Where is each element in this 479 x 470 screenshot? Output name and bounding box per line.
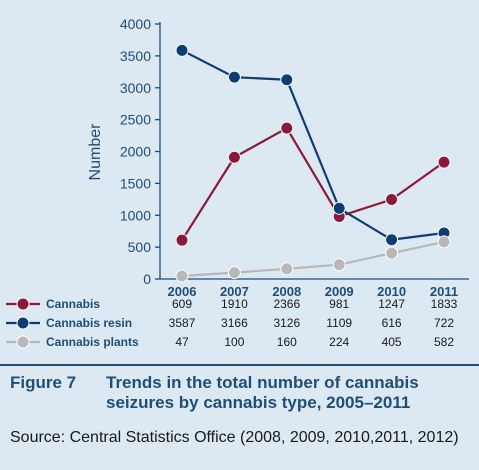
- x-tick-label: 2007: [220, 284, 249, 299]
- chart-panel: 0 500 1000 1500 2000 2500 3000 3500 4000 Number 20…: [0, 0, 479, 364]
- data-point: [385, 233, 399, 247]
- legend-marker: [16, 297, 30, 311]
- data-point: [175, 233, 189, 247]
- data-point: [437, 155, 451, 169]
- data-label: 1109: [326, 316, 352, 330]
- y-axis-title: Number: [87, 123, 104, 181]
- data-label: 616: [382, 316, 402, 330]
- y-tick-label: 3500: [120, 48, 151, 64]
- data-point: [227, 266, 241, 280]
- chart: 0 500 1000 1500 2000 2500 3000 3500 4000 Number 20…: [6, 16, 469, 349]
- data-label: 3587: [169, 316, 196, 330]
- data-point: [280, 262, 294, 276]
- x-tick-label: 2010: [377, 284, 406, 299]
- legend-marker: [16, 316, 30, 330]
- data-point: [227, 150, 241, 164]
- x-tick-label: 2008: [272, 284, 301, 299]
- figure-source: Source: Central Statistics Office (2008,…: [10, 429, 459, 446]
- data-point: [175, 43, 189, 57]
- data-point: [385, 246, 399, 260]
- y-tick-label: 1500: [120, 175, 151, 191]
- y-tick-label: 3000: [120, 80, 151, 96]
- data-label: 1833: [431, 297, 458, 311]
- figure-caption: Figure 7 Trends in the total number of c…: [0, 364, 479, 470]
- data-point: [332, 201, 346, 215]
- x-tick-label: 2009: [325, 284, 354, 299]
- x-tick-label: 2011: [430, 284, 458, 299]
- data-label: 1247: [378, 297, 405, 311]
- data-point: [437, 235, 451, 249]
- legend-marker: [16, 335, 30, 349]
- data-label: 47: [175, 335, 189, 349]
- data-label: 100: [224, 335, 244, 349]
- data-point: [227, 70, 241, 84]
- data-label: 160: [277, 335, 297, 349]
- data-point: [280, 121, 294, 135]
- data-label: 981: [329, 297, 349, 311]
- figure-title: Trends in the total number of cannabis s…: [106, 373, 419, 412]
- legend-label: Cannabis resin: [46, 316, 132, 330]
- data-label: 722: [434, 316, 454, 330]
- y-tick-label: 500: [128, 239, 152, 255]
- figure-label: Figure 7: [10, 373, 77, 392]
- y-tick-label: 2500: [120, 112, 151, 128]
- data-label: 609: [172, 297, 192, 311]
- data-label: 405: [382, 335, 402, 349]
- y-tick-label: 4000: [120, 16, 151, 32]
- series-line: [181, 126, 445, 241]
- data-label: 3166: [221, 316, 248, 330]
- data-point: [332, 258, 346, 272]
- y-tick-label: 0: [143, 271, 151, 287]
- data-label: 3126: [273, 316, 300, 330]
- data-label: 224: [329, 335, 349, 349]
- data-label: 1910: [221, 297, 248, 311]
- data-point: [385, 193, 399, 207]
- data-point: [280, 73, 294, 87]
- legend-label: Cannabis: [46, 297, 100, 311]
- data-label: 582: [434, 335, 454, 349]
- y-tick-label: 2000: [120, 144, 151, 160]
- y-tick-label: 1000: [120, 207, 151, 223]
- series-line: [181, 49, 445, 241]
- legend-label: Cannabis plants: [46, 335, 139, 349]
- data-label: 2366: [273, 297, 300, 311]
- series-line: [181, 240, 445, 278]
- x-tick-label: 2006: [168, 284, 197, 299]
- data-point: [175, 269, 189, 283]
